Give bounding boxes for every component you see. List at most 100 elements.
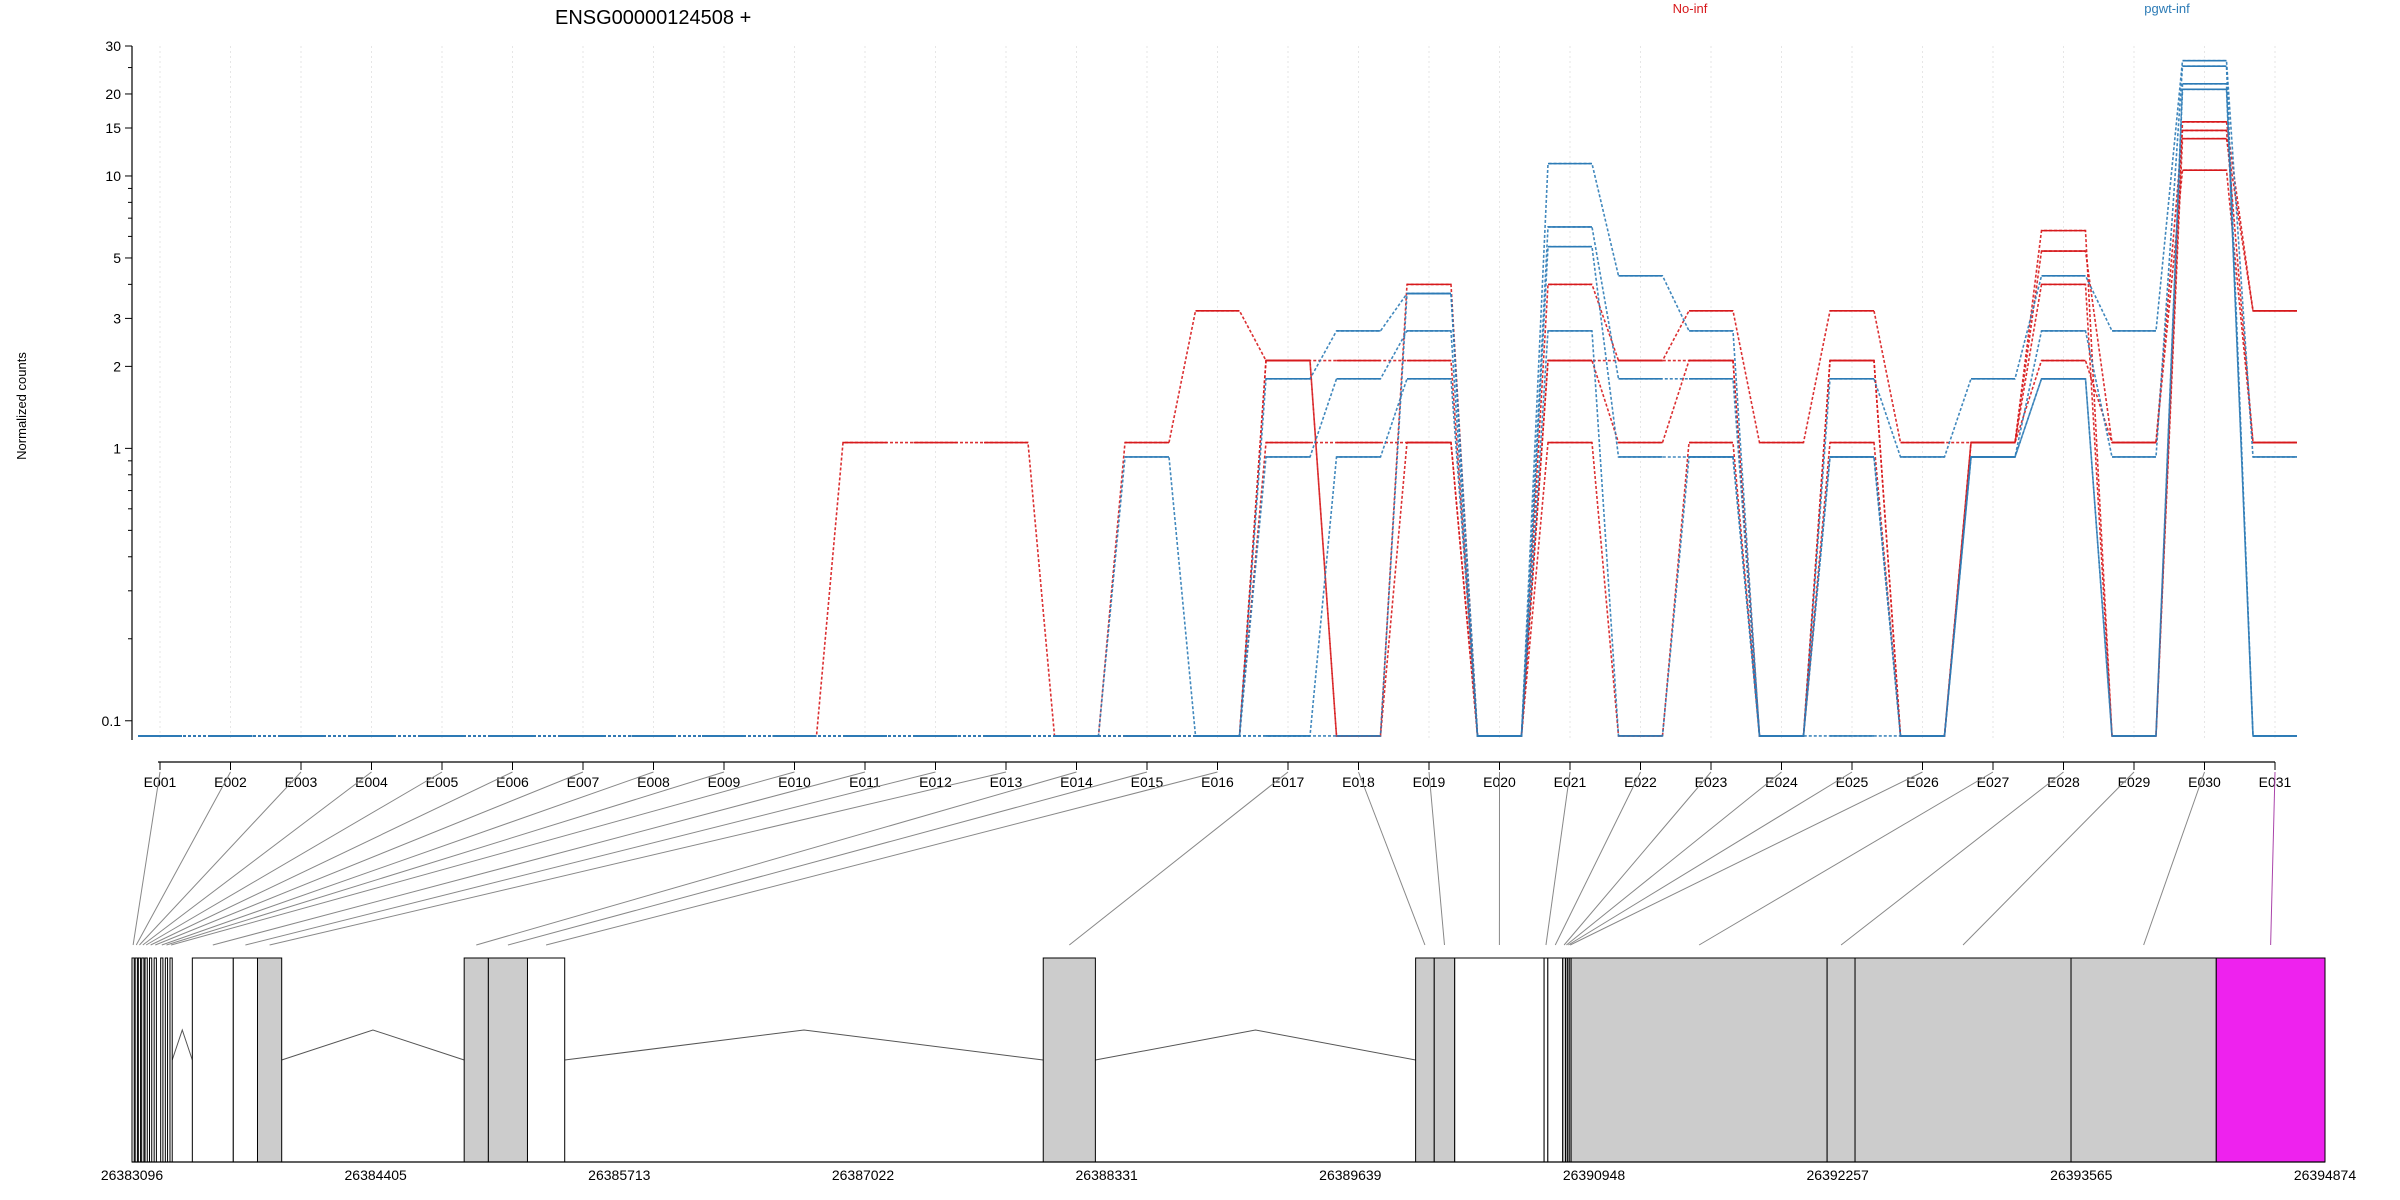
y-tick-label: 1 <box>113 440 121 456</box>
connector-e014 <box>476 771 1077 946</box>
connector-e002 <box>135 771 231 946</box>
x-tick-label-e017: E017 <box>1272 774 1305 790</box>
exon-connectors <box>132 771 2276 946</box>
coordinate-label: 26394874 <box>2294 1167 2357 1183</box>
coordinate-label: 26388331 <box>1076 1167 1139 1183</box>
axes <box>131 46 2275 763</box>
x-tick-label-e029: E029 <box>2118 774 2151 790</box>
grid-lines <box>159 46 2276 740</box>
exon-e004 <box>141 957 145 1163</box>
x-tick-label-e005: E005 <box>426 774 459 790</box>
connector-e021 <box>1545 771 1571 946</box>
intron-3 <box>564 1029 1044 1061</box>
legend-label-pgwt-inf: pgwt-inf <box>2144 1 2190 16</box>
exon-e003 <box>137 957 142 1163</box>
exon-e031 <box>2215 957 2326 1163</box>
gene-model <box>131 957 2326 1163</box>
coordinate-label: 26389639 <box>1319 1167 1382 1183</box>
connector-e026 <box>1569 771 1923 946</box>
exon-e016 <box>526 957 566 1163</box>
intron-1 <box>171 1028 193 1061</box>
x-tick-label-e022: E022 <box>1624 774 1657 790</box>
y-tick-label: 0.1 <box>102 713 122 729</box>
exon-e008 <box>160 957 164 1163</box>
connector-e001 <box>132 771 161 946</box>
exon-e018 <box>1415 957 1435 1163</box>
y-axis-label: Normalized counts <box>14 352 29 460</box>
x-tick-label-e027: E027 <box>1977 774 2010 790</box>
exon-e013 <box>256 957 283 1163</box>
connector-e027 <box>1698 771 1994 946</box>
exon-e019 <box>1433 957 1456 1163</box>
connector-e024 <box>1566 771 1782 946</box>
coordinate-label: 26385713 <box>588 1167 651 1183</box>
x-tick-label-e012: E012 <box>919 774 952 790</box>
exon-e012 <box>232 957 258 1163</box>
connector-e013 <box>269 771 1007 946</box>
connector-e016 <box>545 771 1218 946</box>
genomic-coordinates: 26383096 26384405 26385713 26387022 26388331… <box>101 1167 2357 1183</box>
x-tick-label-e010: E010 <box>778 774 811 790</box>
x-tick-label-e006: E006 <box>496 774 529 790</box>
x-tick-label-e008: E008 <box>637 774 670 790</box>
x-tick-label-e009: E009 <box>708 774 741 790</box>
coordinate-label: 26384405 <box>345 1167 408 1183</box>
connector-e023 <box>1563 771 1712 946</box>
connector-e003 <box>139 771 302 946</box>
exon-e022 <box>1547 957 1564 1163</box>
intron-4 <box>1095 1029 1416 1061</box>
connector-e005 <box>145 771 443 946</box>
x-tick-label-e019: E019 <box>1413 774 1446 790</box>
y-tick-label: 2 <box>113 358 121 374</box>
y-tick-label: 20 <box>105 86 121 102</box>
exon-e014 <box>463 957 489 1163</box>
connector-e009 <box>166 771 725 946</box>
connector-e029 <box>1962 771 2135 946</box>
x-tick-label-e014: E014 <box>1060 774 1093 790</box>
connector-e011 <box>212 771 866 946</box>
legend-label-no-inf: No-inf <box>1673 1 1708 16</box>
exon-e017 <box>1042 957 1096 1163</box>
x-tick-label-e030: E030 <box>2188 774 2221 790</box>
exon-e006 <box>149 957 153 1163</box>
series-lines <box>138 59 2297 737</box>
x-tick-label-e013: E013 <box>990 774 1023 790</box>
x-tick-label-e023: E023 <box>1695 774 1728 790</box>
exon-e027 <box>1570 957 1828 1163</box>
x-tick-label-e001: E001 <box>144 774 177 790</box>
x-tick-label-e003: E003 <box>285 774 318 790</box>
exon-e029 <box>1854 957 2072 1163</box>
exon-e020 <box>1454 957 1545 1163</box>
x-tick-label-e016: E016 <box>1201 774 1234 790</box>
x-tick-label-e021: E021 <box>1554 774 1587 790</box>
connector-e022 <box>1554 771 1641 946</box>
coordinate-label: 26383096 <box>101 1167 164 1183</box>
x-tick-label-e007: E007 <box>567 774 600 790</box>
coordinate-label: 26390948 <box>1563 1167 1626 1183</box>
connector-e028 <box>1840 771 2064 946</box>
exon-e007 <box>153 957 157 1163</box>
connector-e031 <box>2270 771 2276 946</box>
exon-e002 <box>134 957 138 1163</box>
connector-e030 <box>2143 771 2205 946</box>
x-tick-label-e018: E018 <box>1342 774 1375 790</box>
x-tick-label-e026: E026 <box>1906 774 1939 790</box>
exon-e010 <box>169 957 173 1163</box>
intron-2 <box>281 1029 465 1061</box>
exon-e021 <box>1543 957 1549 1163</box>
y-tick-label: 30 <box>105 38 121 54</box>
x-tick-label-e024: E024 <box>1765 774 1798 790</box>
connector-e006 <box>150 771 513 946</box>
connector-e012 <box>245 771 936 946</box>
exon-e009 <box>164 957 169 1163</box>
connector-e010 <box>170 771 795 946</box>
connector-e015 <box>507 771 1148 946</box>
series-line-no-inf-1 <box>138 121 2297 737</box>
y-ticks: 0.1 1 2 3 5 10 15 20 30 <box>102 38 132 729</box>
coordinate-label: 26387022 <box>832 1167 895 1183</box>
y-tick-label: 3 <box>113 310 121 326</box>
x-ticks: E001 E002 E003 E004 E005 E006 E007 E008 E009 E010… <box>144 762 2292 790</box>
chart-title: ENSG00000124508 + <box>555 7 751 29</box>
exon-e011 <box>191 957 234 1163</box>
